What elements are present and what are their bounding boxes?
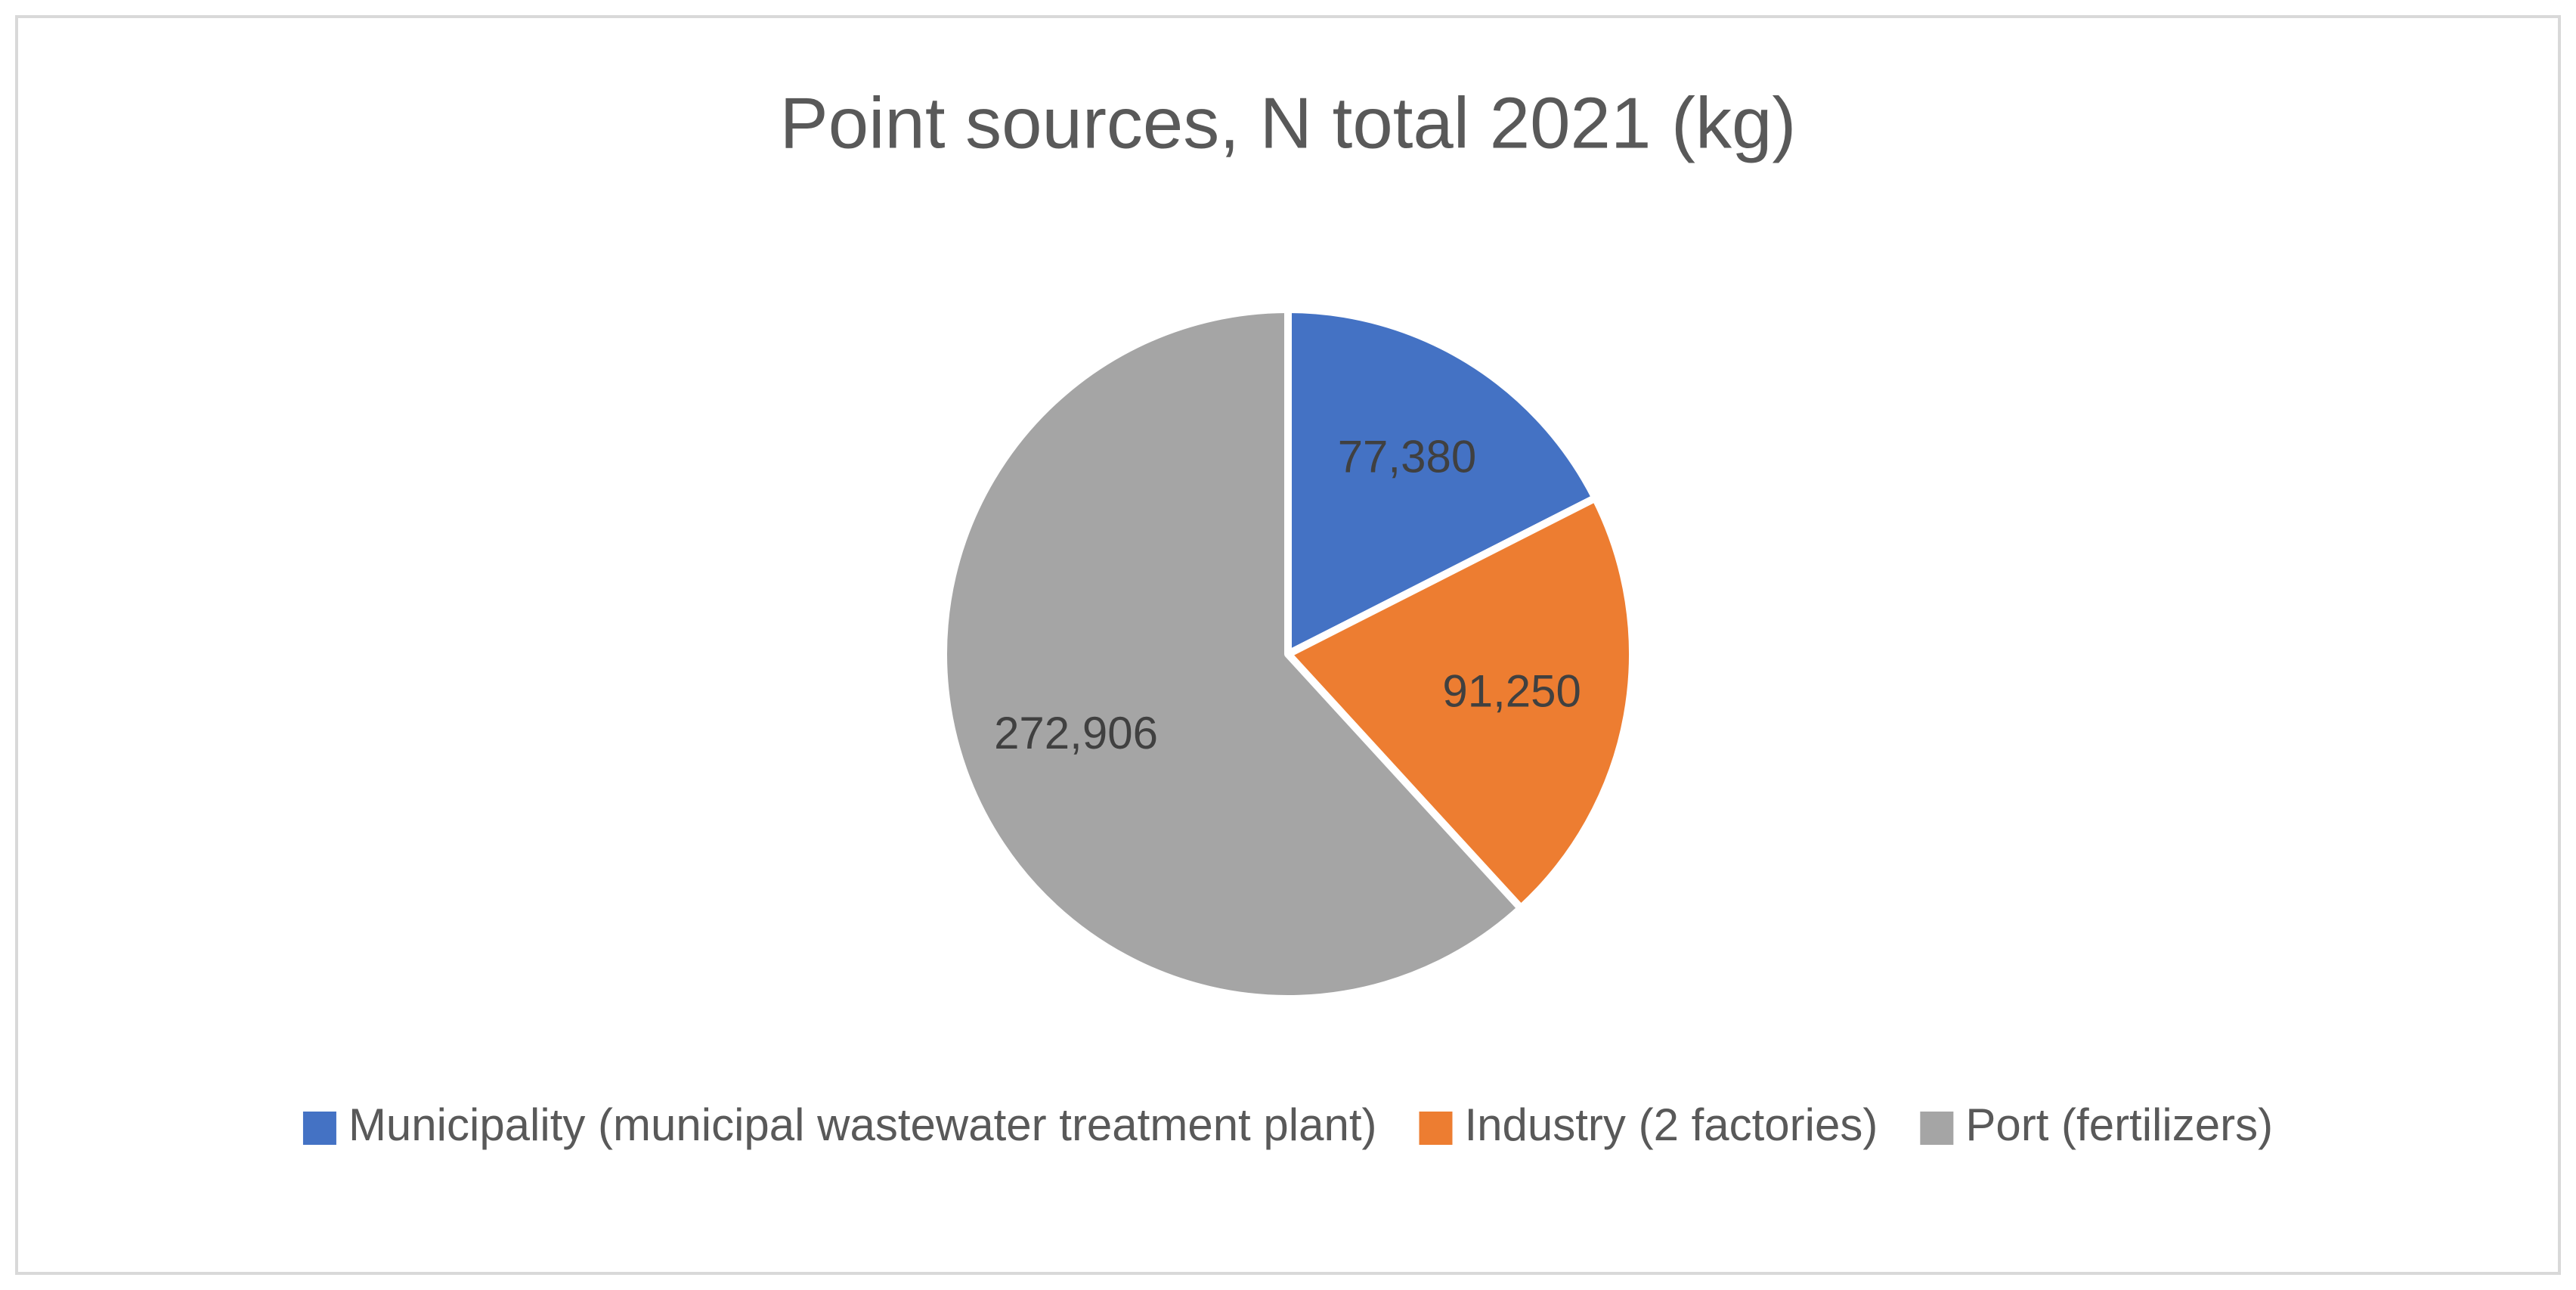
- chart-title: Point sources, N total 2021 (kg): [780, 82, 1797, 163]
- legend: Municipality (municipal wastewater treat…: [302, 1099, 2273, 1150]
- pie-slice: [1284, 305, 1599, 658]
- data-label: 77,380: [1338, 431, 1477, 482]
- data-label: 91,250: [1442, 666, 1581, 717]
- legend-label: Port (fertilizers): [1965, 1099, 2273, 1150]
- legend-label: Municipality (municipal wastewater treat…: [348, 1099, 1377, 1150]
- legend-swatch: [1920, 1112, 1954, 1145]
- legend-label: Industry (2 factories): [1464, 1099, 1878, 1150]
- legend-swatch: [1419, 1112, 1453, 1145]
- pie-slice: [940, 305, 1525, 1003]
- data-label: 272,906: [994, 708, 1158, 758]
- pie-slice: [1284, 494, 1636, 913]
- legend-swatch: [302, 1112, 336, 1145]
- pie: 77,380 91,250 272,906: [940, 305, 1636, 1003]
